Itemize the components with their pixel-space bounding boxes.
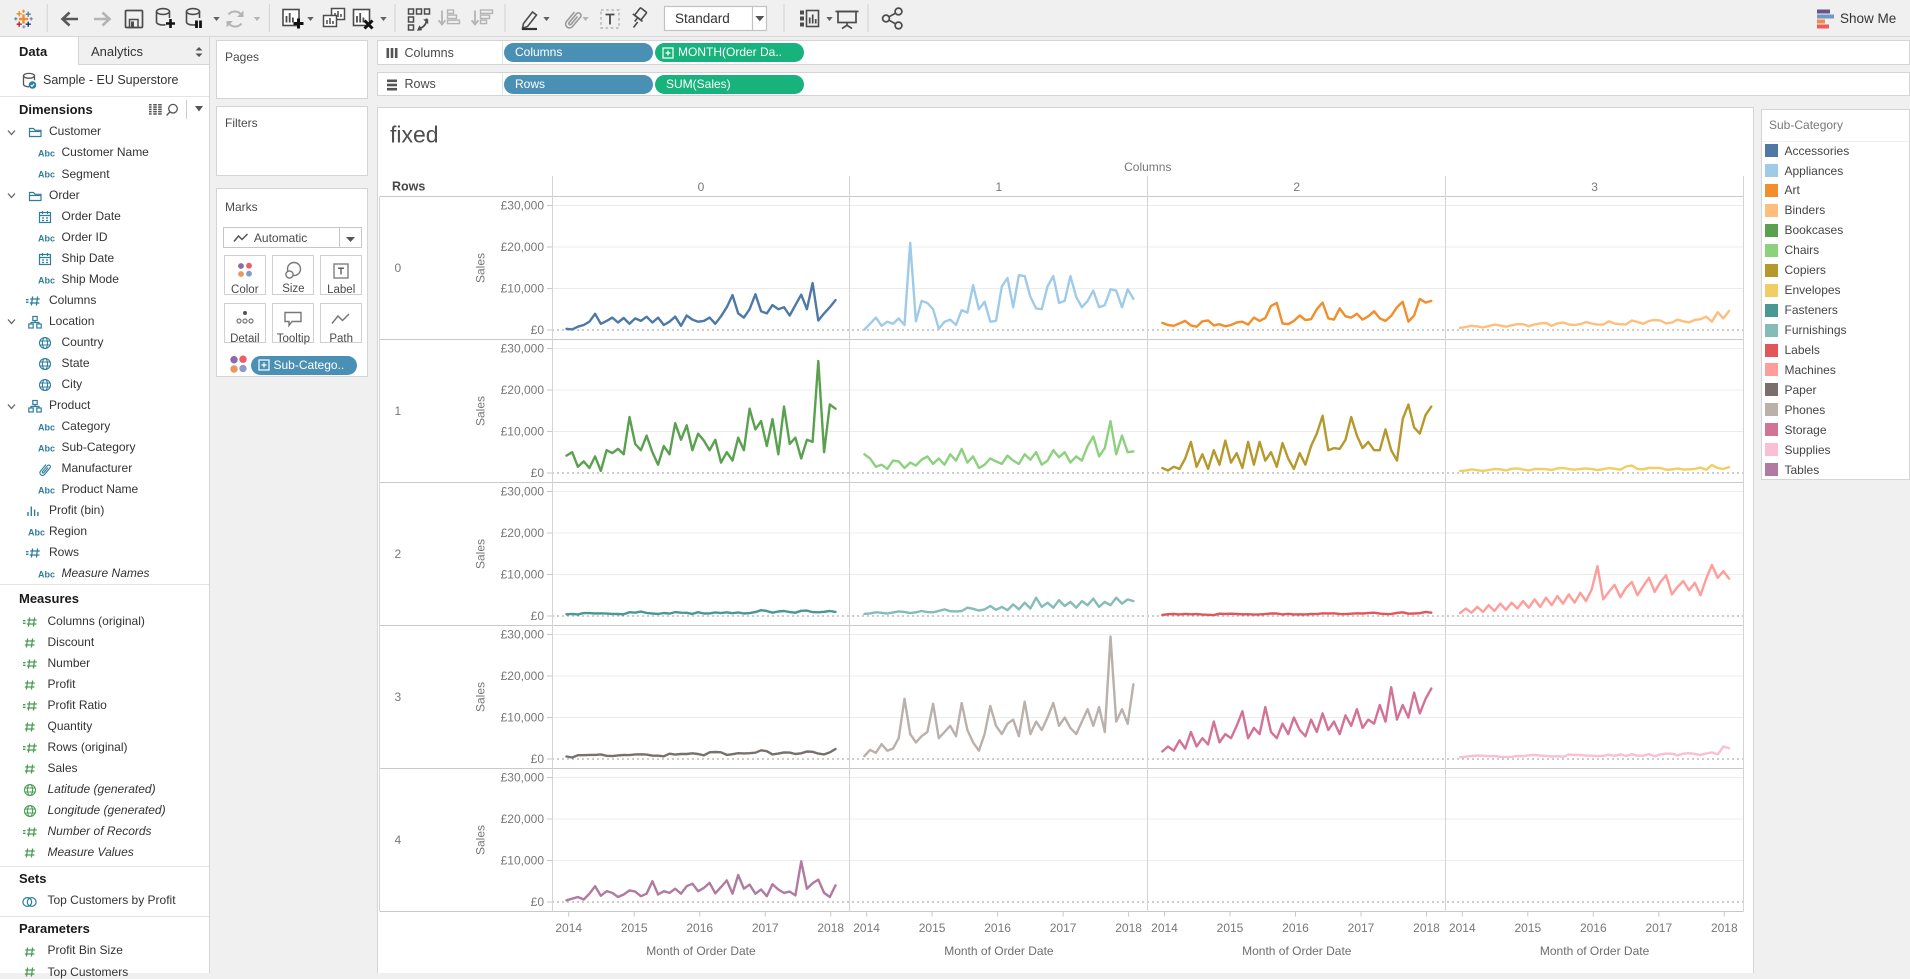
svg-text:£30,000: £30,000 <box>500 199 544 213</box>
svg-text:4: 4 <box>394 833 401 847</box>
svg-text:2014: 2014 <box>1448 921 1475 935</box>
svg-text:Sales: Sales <box>473 825 487 855</box>
svg-text:2018: 2018 <box>1115 921 1142 935</box>
svg-text:£0: £0 <box>530 323 544 337</box>
svg-text:£20,000: £20,000 <box>500 240 544 254</box>
svg-text:Abc: Abc <box>38 423 55 433</box>
svg-text:3: 3 <box>1591 180 1598 194</box>
svg-text:2018: 2018 <box>1413 921 1440 935</box>
svg-text:Abc: Abc <box>38 570 55 580</box>
svg-text:£0: £0 <box>530 466 544 480</box>
svg-text:Abc: Abc <box>38 149 55 159</box>
svg-text:Abc: Abc <box>38 276 55 286</box>
svg-text:Standard: Standard <box>675 11 730 26</box>
svg-text:£10,000: £10,000 <box>500 568 544 582</box>
svg-text:£30,000: £30,000 <box>500 342 544 356</box>
svg-text:£0: £0 <box>530 609 544 623</box>
svg-text:2016: 2016 <box>686 921 713 935</box>
svg-text:2016: 2016 <box>1579 921 1606 935</box>
svg-text:2015: 2015 <box>918 921 945 935</box>
svg-text:2017: 2017 <box>1645 921 1672 935</box>
svg-text:2014: 2014 <box>1151 921 1178 935</box>
svg-text:2016: 2016 <box>1282 921 1309 935</box>
svg-text:£10,000: £10,000 <box>500 282 544 296</box>
svg-text:Sales: Sales <box>473 682 487 712</box>
svg-text:£10,000: £10,000 <box>500 711 544 725</box>
svg-text:£30,000: £30,000 <box>500 485 544 499</box>
svg-text:fixed: fixed <box>390 122 439 148</box>
svg-text:Sales: Sales <box>473 539 487 569</box>
svg-text:£20,000: £20,000 <box>500 526 544 540</box>
svg-text:2015: 2015 <box>620 921 647 935</box>
svg-text:Month of Order Date: Month of Order Date <box>944 944 1054 958</box>
svg-text:2: 2 <box>1293 180 1300 194</box>
svg-text:Month of Order Date: Month of Order Date <box>646 944 756 958</box>
svg-text:2015: 2015 <box>1514 921 1541 935</box>
svg-text:2014: 2014 <box>853 921 880 935</box>
svg-text:Abc: Abc <box>38 486 55 496</box>
svg-text:2014: 2014 <box>555 921 582 935</box>
svg-text:Month of Order Date: Month of Order Date <box>1242 944 1352 958</box>
svg-text:Month of Order Date: Month of Order Date <box>1539 944 1649 958</box>
svg-text:Show Me: Show Me <box>1840 11 1896 26</box>
svg-text:0: 0 <box>697 180 704 194</box>
svg-text:Columns: Columns <box>1124 160 1171 174</box>
svg-text:£30,000: £30,000 <box>500 628 544 642</box>
svg-text:2015: 2015 <box>1216 921 1243 935</box>
svg-text:£30,000: £30,000 <box>500 771 544 785</box>
svg-text:2017: 2017 <box>1049 921 1076 935</box>
svg-text:2018: 2018 <box>817 921 844 935</box>
svg-text:£20,000: £20,000 <box>500 669 544 683</box>
svg-text:£0: £0 <box>530 895 544 909</box>
svg-text:2017: 2017 <box>1347 921 1374 935</box>
svg-text:£10,000: £10,000 <box>500 854 544 868</box>
svg-text:£20,000: £20,000 <box>500 812 544 826</box>
svg-text:£10,000: £10,000 <box>500 425 544 439</box>
svg-text:Abc: Abc <box>38 234 55 244</box>
svg-text:3: 3 <box>394 690 401 704</box>
svg-text:Abc: Abc <box>28 528 45 538</box>
svg-text:Abc: Abc <box>38 444 55 454</box>
svg-text:2017: 2017 <box>751 921 778 935</box>
svg-text:Sales: Sales <box>473 396 487 426</box>
svg-text:2: 2 <box>394 547 401 561</box>
svg-text:£20,000: £20,000 <box>500 383 544 397</box>
svg-text:Abc: Abc <box>38 170 55 180</box>
svg-text:1: 1 <box>995 180 1002 194</box>
svg-text:0: 0 <box>394 261 401 275</box>
svg-text:Rows: Rows <box>392 180 425 194</box>
svg-text:2016: 2016 <box>984 921 1011 935</box>
svg-text:Sales: Sales <box>473 253 487 283</box>
svg-text:2018: 2018 <box>1710 921 1737 935</box>
svg-text:£0: £0 <box>530 752 544 766</box>
svg-text:1: 1 <box>394 404 401 418</box>
